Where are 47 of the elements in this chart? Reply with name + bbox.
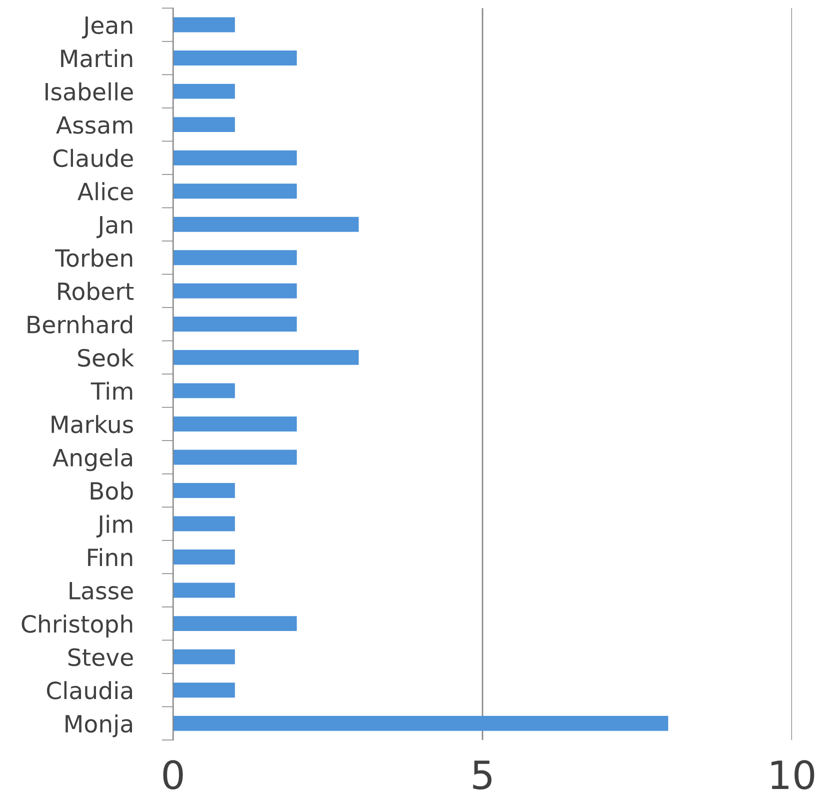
y-tick-label: Monja — [66, 714, 132, 738]
bar — [173, 582, 235, 598]
bar — [173, 283, 297, 298]
bar — [173, 250, 297, 266]
bar — [173, 184, 297, 199]
y-tick-label: Bernhard — [28, 315, 132, 334]
bar — [173, 350, 359, 365]
y-tick-label: Jan — [96, 216, 132, 238]
x-tick-label: 0 — [163, 760, 183, 790]
y-tick-label: Bob — [90, 482, 133, 500]
y-tick-label: Jean — [82, 16, 132, 38]
bar — [173, 216, 359, 232]
y-tick-label: Isabelle — [46, 82, 133, 101]
y-tick-label: Torben — [55, 248, 132, 267]
y-tick-label: Lasse — [70, 582, 133, 600]
x-tick-label: 5 — [473, 760, 492, 790]
y-tick-label: Claude — [53, 148, 133, 168]
bar — [173, 516, 235, 532]
bar — [173, 84, 235, 99]
y-tick-label: Martin — [61, 49, 132, 68]
bar — [173, 17, 235, 32]
y-tick-label: Assam — [56, 116, 132, 134]
y-tick-label: Robert — [58, 282, 134, 300]
bar — [173, 483, 235, 498]
bar — [173, 383, 235, 398]
y-tick-label: Claudia — [46, 681, 132, 700]
bar — [173, 316, 297, 332]
bar — [173, 150, 297, 166]
bar — [173, 117, 235, 132]
y-tick-label: Markus — [52, 414, 133, 434]
bar — [173, 416, 297, 432]
y-tick-label: Angela — [52, 448, 132, 472]
bar — [173, 682, 235, 698]
y-tick-label: Tim — [90, 382, 132, 400]
y-tick-label: Alice — [78, 182, 133, 200]
y-tick-label: Seok — [78, 348, 134, 367]
bar — [173, 716, 668, 731]
y-tick-label: Christoph — [22, 614, 132, 638]
y-tick-label: Jim — [96, 514, 132, 538]
bar — [173, 550, 235, 565]
bar — [173, 616, 297, 632]
bar — [173, 649, 235, 664]
x-tick-label: 10 — [772, 760, 814, 790]
y-tick-label: Finn — [88, 548, 132, 566]
bar — [173, 50, 297, 66]
y-tick-label: Steve — [68, 648, 133, 666]
bar — [173, 450, 297, 465]
